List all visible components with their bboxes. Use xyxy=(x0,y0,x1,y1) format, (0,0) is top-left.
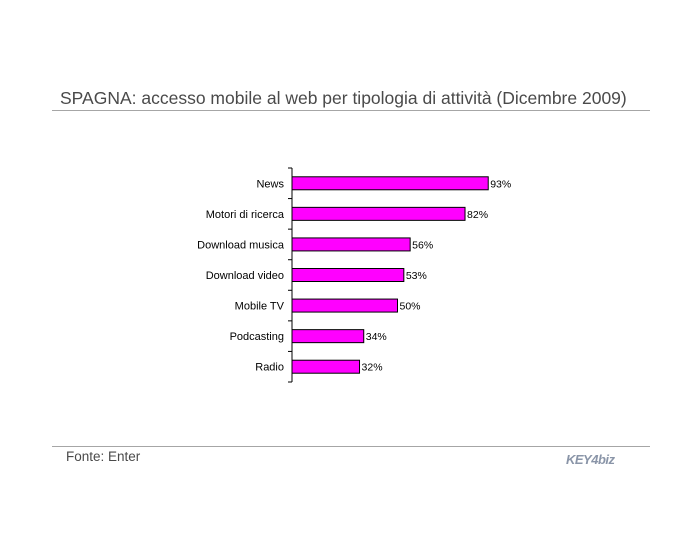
source-note: Fonte: Enter xyxy=(66,449,141,464)
category-label: Motori di ricerca xyxy=(206,209,285,221)
value-label: 34% xyxy=(366,331,387,343)
category-label: Podcasting xyxy=(230,331,284,343)
logo-text: KEY4biz xyxy=(566,452,615,467)
category-label: News xyxy=(256,178,284,190)
bar-radio xyxy=(291,359,361,374)
category-label: Download musica xyxy=(197,239,285,251)
bar-download-musica xyxy=(291,237,411,252)
value-label: 53% xyxy=(406,270,427,282)
key4biz-logo: KEY4biz xyxy=(566,452,640,472)
bar-motori-di-ricerca xyxy=(291,206,466,221)
bar-news xyxy=(291,176,489,191)
category-label: Download video xyxy=(206,270,284,282)
bar-mobile-tv xyxy=(291,298,398,313)
bar-download-video xyxy=(291,268,405,282)
category-label: Mobile TV xyxy=(235,301,285,313)
bars-layer: News 93% Motori di ricerca 82% Download musi… xyxy=(197,167,511,383)
value-label: 50% xyxy=(400,301,421,313)
value-label: 32% xyxy=(362,362,383,374)
category-label: Radio xyxy=(255,362,284,374)
bar-podcasting xyxy=(291,329,365,344)
footer-divider xyxy=(52,446,650,447)
title-divider xyxy=(52,110,650,111)
chart-title: SPAGNA: accesso mobile al web per tipolo… xyxy=(60,88,627,108)
value-label: 93% xyxy=(490,178,511,190)
value-label: 82% xyxy=(467,209,488,221)
value-label: 56% xyxy=(412,239,433,251)
